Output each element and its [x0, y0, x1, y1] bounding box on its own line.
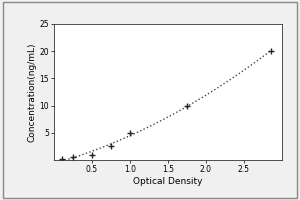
X-axis label: Optical Density: Optical Density: [133, 177, 203, 186]
Y-axis label: Concentration(ng/mL): Concentration(ng/mL): [28, 42, 37, 142]
